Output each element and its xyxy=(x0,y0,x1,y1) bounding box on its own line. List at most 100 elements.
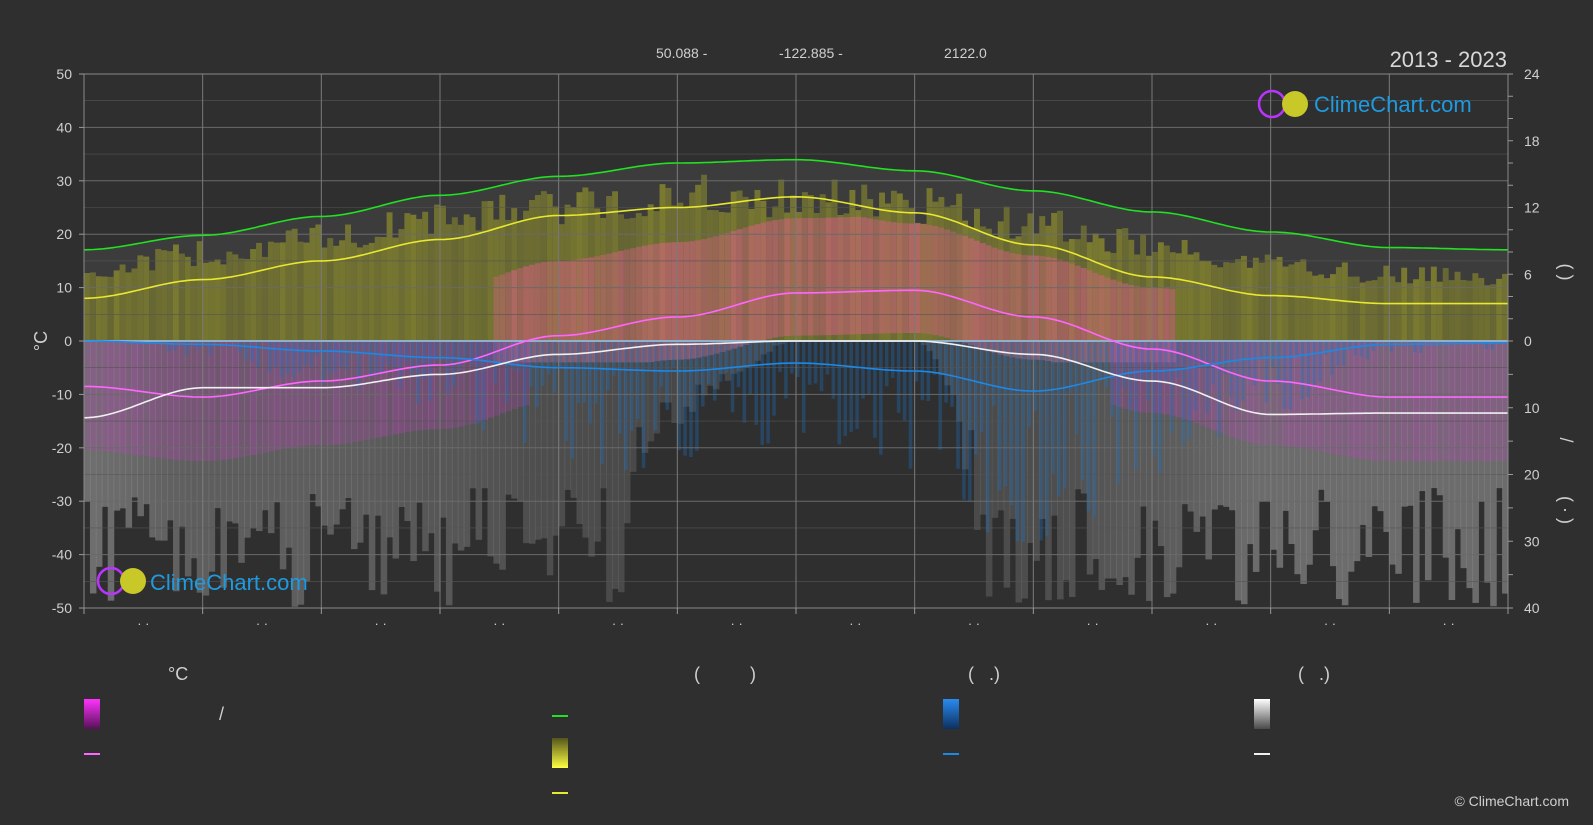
rain-stripe xyxy=(997,341,1002,491)
rain-stripe xyxy=(588,341,592,424)
sunshine-stripe xyxy=(173,244,180,341)
sunshine-stripe xyxy=(339,240,346,341)
rain-stripe xyxy=(540,341,545,386)
sunshine-stripe xyxy=(1318,274,1325,341)
cold-temp-stripe xyxy=(1235,341,1242,440)
cold-temp-stripe xyxy=(1490,341,1497,462)
rain-stripe xyxy=(1068,341,1073,394)
snow-stripe xyxy=(600,341,607,489)
snow-stripe xyxy=(944,341,951,386)
x-tick-label: · · xyxy=(1324,616,1336,631)
snow-stripe xyxy=(997,341,1005,511)
snow-stripe xyxy=(962,341,969,470)
rain-stripe xyxy=(1235,341,1239,412)
snow-stripe xyxy=(1169,341,1177,594)
snow-stripe xyxy=(552,341,560,536)
cold-temp-stripe xyxy=(1454,341,1462,462)
sunshine-stripe xyxy=(362,244,370,341)
sunshine-stripe xyxy=(155,248,162,341)
temp-range-stripe xyxy=(1033,255,1040,360)
rain-stripe xyxy=(718,341,723,382)
rain-stripe xyxy=(742,341,747,423)
sunshine-stripe xyxy=(202,262,210,341)
rain-stripe xyxy=(712,341,717,401)
rain-stripe xyxy=(618,341,622,434)
temp-range-stripe xyxy=(695,240,702,358)
sunshine-stripe xyxy=(392,237,400,341)
x-tick-label: · · xyxy=(493,616,505,631)
rain-stripe xyxy=(184,341,189,355)
rain-stripe xyxy=(932,341,937,375)
snow-stripe xyxy=(481,341,489,489)
snow-stripe xyxy=(262,341,269,511)
rain-stripe xyxy=(659,341,664,387)
legend-snow-swatch xyxy=(1254,699,1270,729)
snow-stripe xyxy=(641,341,649,453)
cold-temp-stripe xyxy=(167,341,174,460)
snow-stripe xyxy=(1092,341,1100,560)
rain-stripe xyxy=(1134,341,1138,470)
temp-range-stripe xyxy=(932,226,939,336)
snow-stripe xyxy=(1033,341,1040,561)
sunshine-stripe xyxy=(1128,239,1135,341)
sunshine-stripe xyxy=(623,218,631,341)
sunshine-stripe xyxy=(356,247,364,341)
snow-stripe xyxy=(493,341,500,564)
rain-stripe xyxy=(1063,341,1067,489)
temp-range-stripe xyxy=(511,270,518,363)
rain-stripe xyxy=(873,341,877,438)
snow-stripe xyxy=(540,341,548,539)
y-tick-label-left: -10 xyxy=(52,386,72,402)
snow-stripe xyxy=(173,341,180,592)
snow-stripe xyxy=(683,341,690,407)
sunshine-stripe xyxy=(1359,282,1367,341)
snow-stripe xyxy=(220,341,227,588)
cold-temp-stripe xyxy=(267,341,275,452)
cold-temp-stripe xyxy=(1330,341,1337,454)
sunshine-stripe xyxy=(374,236,382,341)
snow-stripe xyxy=(1128,341,1135,595)
cold-temp-stripe xyxy=(1157,341,1165,414)
cold-temp-stripe xyxy=(1187,341,1195,422)
sunshine-stripe xyxy=(416,218,423,341)
sunshine-stripe xyxy=(1460,279,1468,341)
sunshine-stripe xyxy=(1205,261,1212,341)
y-tick-label-left: -50 xyxy=(52,600,72,616)
rain-stripe xyxy=(428,341,432,401)
snow-stripe xyxy=(1021,341,1028,599)
sunshine-stripe xyxy=(345,224,352,341)
cold-temp-stripe xyxy=(297,341,305,447)
cold-temp-stripe xyxy=(1199,341,1206,426)
rain-stripe xyxy=(1015,341,1020,541)
sunshine-stripe xyxy=(926,188,934,341)
rain-stripe xyxy=(457,341,462,371)
snow-stripe xyxy=(1110,341,1117,579)
cold-temp-stripe xyxy=(202,341,210,462)
sunshine-stripe xyxy=(1478,277,1485,341)
y-axis-label-right-precip: ( · ) xyxy=(1556,496,1576,524)
sunshine-stripe xyxy=(273,242,281,341)
rain-stripe xyxy=(1057,341,1061,497)
temp-range-stripe xyxy=(576,259,583,363)
temp-range-stripe xyxy=(1104,277,1112,363)
cold-temp-stripe xyxy=(362,341,370,441)
snow-stripe xyxy=(766,341,773,352)
temp-range-stripe xyxy=(926,224,934,335)
rain-stripe xyxy=(790,341,794,374)
x-tick-label: · · xyxy=(1443,616,1455,631)
snow-stripe xyxy=(570,341,578,498)
sunshine-stripe xyxy=(101,276,109,341)
snow-stripe xyxy=(149,341,156,538)
temp-range-stripe xyxy=(677,242,684,360)
rain-stripe xyxy=(1169,341,1174,433)
x-tick-label: · · xyxy=(968,616,980,631)
rain-stripe xyxy=(1021,341,1026,542)
temp-range-stripe xyxy=(1128,284,1135,363)
rain-stripe xyxy=(475,341,480,425)
temp-range-stripe xyxy=(570,260,578,363)
rain-stripe xyxy=(796,341,800,378)
snow-stripe xyxy=(333,341,340,525)
rain-stripe xyxy=(1163,341,1168,383)
snow-stripe xyxy=(434,341,441,592)
temp-range-stripe xyxy=(867,218,874,334)
